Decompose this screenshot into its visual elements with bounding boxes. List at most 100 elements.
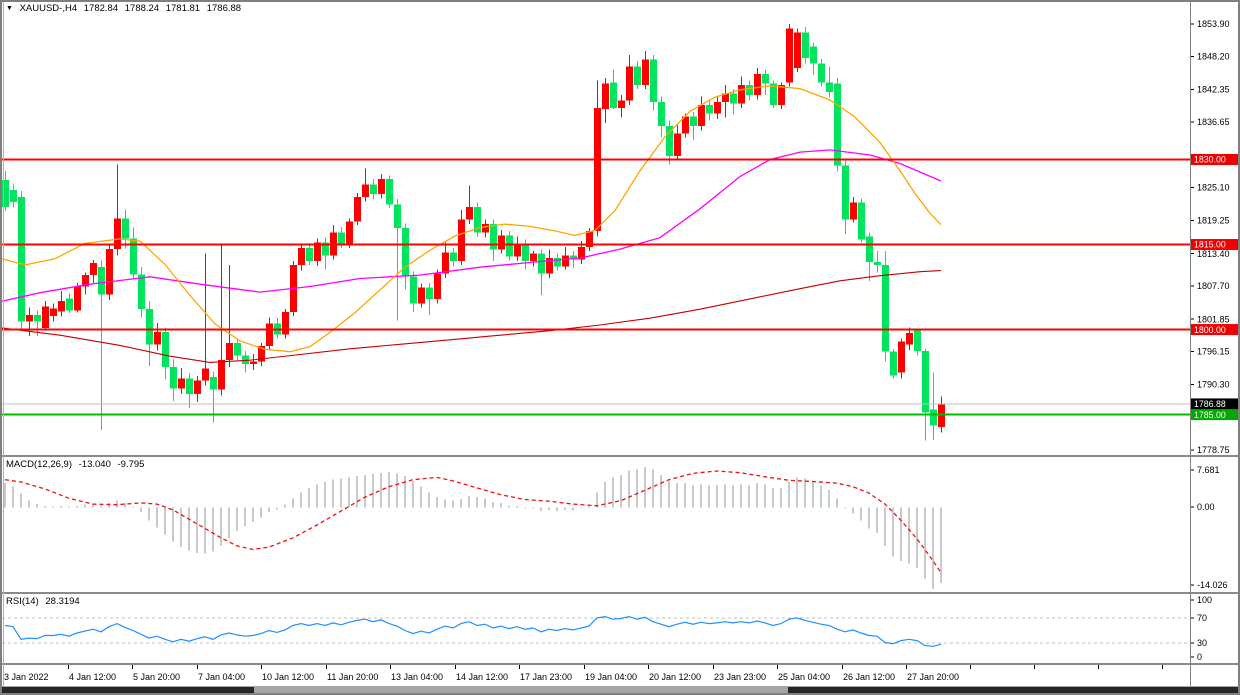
candle-body xyxy=(746,85,753,95)
candle-body xyxy=(650,59,657,103)
candle-body xyxy=(754,73,761,95)
symbol-dropdown-icon[interactable]: ▼ xyxy=(6,5,13,12)
candle-body xyxy=(114,218,121,250)
macd-histogram-bar xyxy=(236,507,238,531)
macd-histogram-bar xyxy=(932,507,934,589)
rsi-line xyxy=(4,615,942,647)
macd-histogram-bar xyxy=(140,507,142,513)
candle-body xyxy=(34,314,41,322)
macd-histogram-bar xyxy=(84,504,86,508)
candle-body xyxy=(202,368,209,381)
macd-histogram-bar xyxy=(676,483,678,508)
macd-histogram-bar xyxy=(692,485,694,508)
candle-body xyxy=(258,345,265,362)
macd-histogram-bar xyxy=(12,486,14,508)
price-tag-box xyxy=(1191,398,1239,410)
macd-histogram-bar xyxy=(540,507,542,512)
macd-histogram-bar xyxy=(812,480,814,508)
macd-histogram-bar xyxy=(220,507,222,546)
macd-histogram-bar xyxy=(908,507,910,564)
candle-body xyxy=(378,178,385,195)
macd-histogram-bar xyxy=(620,475,622,508)
y-tick-label: 1836.65 xyxy=(1197,117,1230,127)
candle-body xyxy=(866,236,873,263)
bottom-strip xyxy=(0,686,1240,695)
candle-body xyxy=(322,242,329,256)
panel-separator[interactable] xyxy=(0,455,1240,457)
macd-indicator-label: MACD(12,26,9) -13.040 -9.795 xyxy=(6,459,148,470)
macd-histogram-bar xyxy=(628,470,630,508)
candle-body xyxy=(850,202,857,220)
macd-histogram-bar xyxy=(44,505,46,508)
macd-histogram-bar xyxy=(204,507,206,554)
macd-histogram-bar xyxy=(100,505,102,508)
candle-body xyxy=(634,66,641,86)
macd-histogram-bar xyxy=(492,501,494,508)
candle-body xyxy=(530,253,537,261)
candle-body xyxy=(722,93,729,103)
candle-body xyxy=(914,330,921,352)
rsi-name: RSI(14) xyxy=(6,596,39,607)
candle-body xyxy=(922,351,929,413)
macd-histogram-bar xyxy=(356,476,358,508)
macd-histogram-bar xyxy=(52,506,54,508)
candle-body xyxy=(226,343,233,361)
macd-histogram-bar xyxy=(132,506,134,508)
panel-separator[interactable] xyxy=(0,663,1240,665)
quote-bar: ▼ XAUUSD-,H4 1782.84 1788.24 1781.81 178… xyxy=(6,3,245,14)
candle-body xyxy=(194,380,201,395)
candle-body xyxy=(618,100,625,108)
macd-histogram-bar xyxy=(772,487,774,508)
quote-close: 1786.88 xyxy=(206,3,242,14)
candle-body xyxy=(714,102,721,114)
macd-histogram-bar xyxy=(172,507,174,542)
x-tick-label: 26 Jan 12:00 xyxy=(843,672,895,682)
macd-histogram-bar xyxy=(284,504,286,508)
macd-signal-value: -9.795 xyxy=(117,459,145,470)
candle-body xyxy=(162,331,169,367)
macd-histogram-bar xyxy=(76,505,78,508)
candle-body xyxy=(538,253,545,274)
x-tick-label: 13 Jan 04:00 xyxy=(391,672,443,682)
candle-body xyxy=(450,252,457,261)
price-tag-1800.00: 1800.00 xyxy=(1191,324,1239,336)
macd-histogram-bar xyxy=(596,492,598,508)
candle-body xyxy=(458,219,465,261)
ma-darkred xyxy=(1,270,942,363)
candle-body xyxy=(690,116,697,127)
macd-histogram-bar xyxy=(804,478,806,508)
y-tick-label: 1825.10 xyxy=(1197,182,1230,192)
candle-body xyxy=(522,243,529,261)
y-tick-label: 1848.20 xyxy=(1197,52,1230,62)
candle-body xyxy=(242,355,249,365)
candle-body xyxy=(882,264,889,352)
macd-histogram-bar xyxy=(188,507,190,551)
ma-orange xyxy=(1,85,942,353)
candle-body xyxy=(298,247,305,265)
candle-body xyxy=(2,179,9,208)
macd-histogram-bar xyxy=(900,507,902,561)
candle-body xyxy=(138,274,145,310)
price-tag-text: 1785.00 xyxy=(1194,410,1226,420)
macd-histogram-bar xyxy=(796,477,798,508)
candle-body xyxy=(10,190,17,203)
candle-body xyxy=(426,287,433,299)
candle-body xyxy=(402,228,409,277)
macd-histogram-bar xyxy=(244,507,246,527)
macd-histogram-bar xyxy=(524,507,526,509)
macd-histogram-bar xyxy=(580,507,582,509)
macd-histogram-bar xyxy=(364,475,366,508)
y-tick-label: 1819.25 xyxy=(1197,216,1230,226)
candle-body xyxy=(418,287,425,304)
macd-panel[interactable] xyxy=(4,466,942,589)
candle-body xyxy=(370,184,377,195)
macd-histogram-bar xyxy=(476,497,478,508)
macd-histogram-bar xyxy=(612,477,614,508)
macd-histogram-bar xyxy=(460,498,462,508)
panel-separator[interactable] xyxy=(0,592,1240,594)
macd-histogram-bar xyxy=(868,507,870,529)
macd-histogram-bar xyxy=(436,497,438,508)
macd-histogram-bar xyxy=(724,484,726,508)
rsi-axis-label: 30 xyxy=(1197,638,1207,648)
